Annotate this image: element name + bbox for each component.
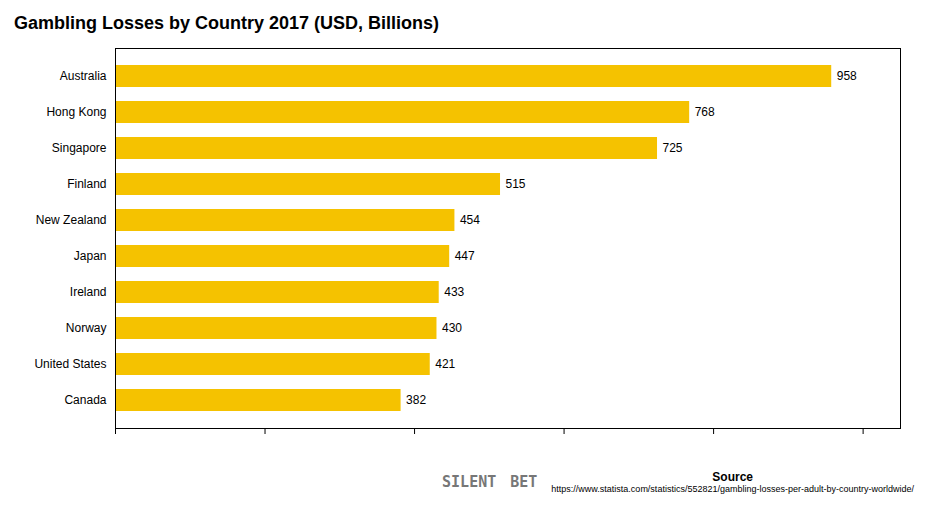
svg-text:United States: United States (34, 357, 106, 371)
svg-text:725: 725 (663, 141, 683, 155)
svg-text:430: 430 (442, 321, 462, 335)
svg-text:Canada: Canada (64, 393, 106, 407)
svg-text:Ireland: Ireland (70, 285, 107, 299)
svg-text:Hong Kong: Hong Kong (46, 105, 106, 119)
svg-text:515: 515 (506, 177, 526, 191)
svg-text:382: 382 (406, 393, 426, 407)
html-text:SILENT: SILENT (442, 473, 497, 491)
html-text:Gambling Losses by Country 201: Gambling Losses by Country 2017 (USD, Bi… (14, 13, 440, 33)
svg-text:Norway: Norway (66, 321, 107, 335)
svg-text:Australia: Australia (60, 69, 107, 83)
svg-text:447: 447 (455, 249, 475, 263)
html-text:BET: BET (510, 473, 538, 491)
svg-text:768: 768 (695, 105, 715, 119)
svg-text:958: 958 (837, 69, 857, 83)
svg-text:Japan: Japan (74, 249, 107, 263)
svg-text:New Zealand: New Zealand (36, 213, 107, 227)
html-text:Source: Source (712, 470, 753, 484)
svg-text:454: 454 (460, 213, 480, 227)
html-text:https://www.statista.com/stati: https://www.statista.com/statistics/5528… (551, 484, 914, 494)
svg-text:421: 421 (435, 357, 455, 371)
svg-text:433: 433 (444, 285, 464, 299)
svg-text:Finland: Finland (67, 177, 106, 191)
svg-text:Singapore: Singapore (52, 141, 107, 155)
